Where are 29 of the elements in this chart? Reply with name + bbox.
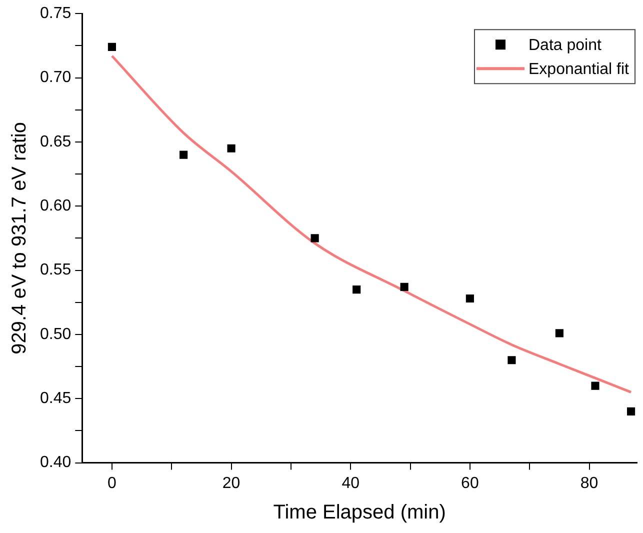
x-tick-label: 0: [108, 474, 117, 492]
point: [400, 282, 408, 292]
point: [310, 234, 319, 242]
y-tick-label: 0.75: [40, 5, 72, 22]
point: [627, 407, 636, 416]
point: [466, 294, 474, 303]
x-axis-title: Time Elapsed (min): [273, 502, 446, 524]
point: [108, 42, 116, 52]
y-tick-label: 0.40: [40, 454, 72, 472]
y-tick-label: 0.55: [40, 262, 72, 279]
y-axis-title: 929.4 eV to 931.7 eV ratio: [8, 122, 31, 354]
x-tick-label: 20: [222, 474, 240, 492]
point: [508, 356, 516, 364]
point: [227, 144, 236, 152]
x-tick-label: 40: [342, 474, 360, 492]
y-tick-label: 0.45: [40, 390, 72, 408]
point: [555, 329, 564, 338]
line-series: [110, 54, 632, 394]
x-tick-label: 80: [580, 474, 598, 492]
x-tick-label: 60: [461, 474, 479, 492]
y-tick-label: 0.70: [40, 69, 72, 86]
y-tick-label: 0.65: [40, 133, 72, 150]
legend-label: Exponantial fit: [528, 61, 630, 78]
point: [352, 286, 361, 294]
legend-label: Data point: [528, 37, 602, 54]
point: [180, 150, 188, 159]
point: [591, 382, 600, 390]
y-tick-label: 0.50: [40, 326, 72, 343]
y-tick-label: 0.60: [40, 198, 72, 215]
